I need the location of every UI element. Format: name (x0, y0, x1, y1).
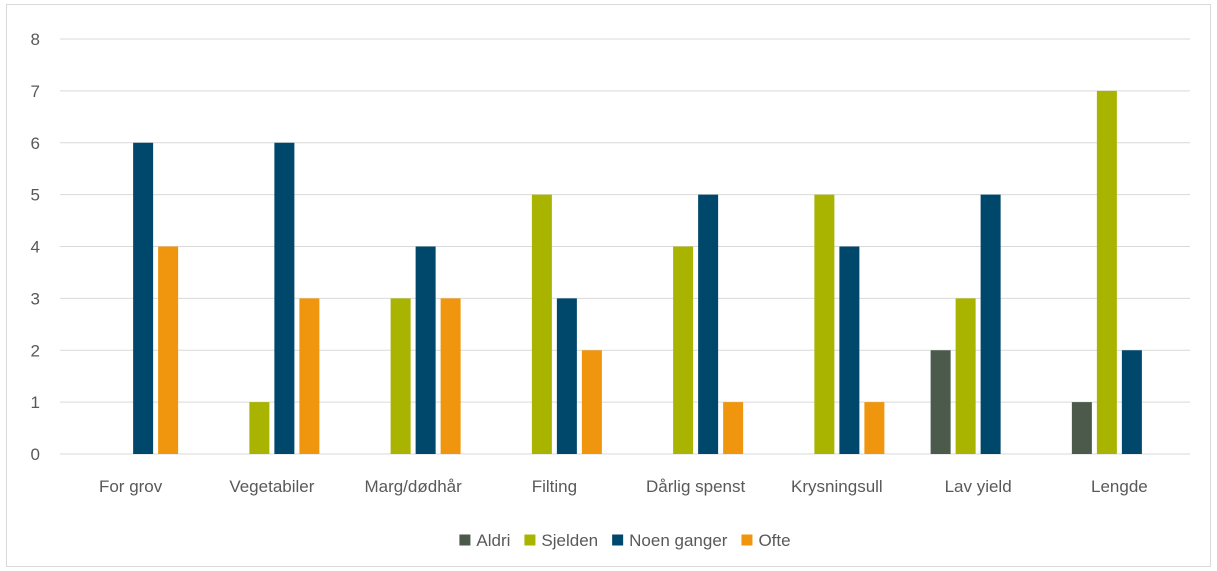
x-tick-label: Lengde (1091, 477, 1148, 496)
y-tick-label: 1 (31, 393, 40, 412)
legend-swatch-ofte (741, 534, 753, 546)
bar-noen-ganger (698, 194, 719, 454)
x-tick-label: For grov (99, 477, 163, 496)
x-tick-label: Vegetabiler (229, 477, 314, 496)
bar-ofte (299, 298, 320, 454)
chart-area (6, 4, 1211, 567)
y-tick-label: 4 (31, 238, 40, 257)
y-tick-label: 3 (31, 289, 40, 308)
y-tick-label: 0 (31, 445, 40, 464)
bar-noen-ganger (133, 142, 154, 454)
bar-sjelden (955, 298, 976, 454)
y-tick-label: 6 (31, 134, 40, 153)
bar-sjelden (673, 246, 694, 454)
bar-noen-ganger (980, 194, 1001, 454)
legend-swatch-noen-ganger (612, 534, 624, 546)
legend-swatch-sjelden (524, 534, 536, 546)
bar-sjelden (390, 298, 411, 454)
bar-ofte (864, 402, 885, 454)
y-tick-label: 2 (31, 341, 40, 360)
bar-noen-ganger (1121, 350, 1142, 454)
y-tick-label: 8 (31, 30, 40, 49)
bar-noen-ganger (274, 142, 295, 454)
bar-sjelden (249, 402, 270, 454)
bar-sjelden (531, 194, 552, 454)
bar-sjelden (1096, 90, 1117, 454)
bar-noen-ganger (556, 298, 577, 454)
legend-swatch-aldri (459, 534, 471, 546)
x-tick-label: Marg/dødhår (364, 477, 462, 496)
legend-label-ofte: Ofte (758, 531, 790, 550)
bar-ofte (158, 246, 179, 454)
bar-aldri (1071, 402, 1092, 454)
x-tick-label: Dårlig spenst (646, 477, 745, 496)
bar-ofte (581, 350, 602, 454)
y-tick-label: 7 (31, 82, 40, 101)
legend-label-sjelden: Sjelden (541, 531, 598, 550)
bar-sjelden (814, 194, 835, 454)
x-tick-label: Filting (532, 477, 577, 496)
bar-noen-ganger (415, 246, 436, 454)
legend-label-noen-ganger: Noen ganger (629, 531, 728, 550)
x-tick-label: Lav yield (945, 477, 1012, 496)
bar-noen-ganger (839, 246, 860, 454)
legend-label-aldri: Aldri (476, 531, 510, 550)
x-tick-label: Krysningsull (791, 477, 883, 496)
y-tick-label: 5 (31, 186, 40, 205)
bar-ofte (440, 298, 461, 454)
bar-ofte (723, 402, 744, 454)
bar-aldri (930, 350, 951, 454)
